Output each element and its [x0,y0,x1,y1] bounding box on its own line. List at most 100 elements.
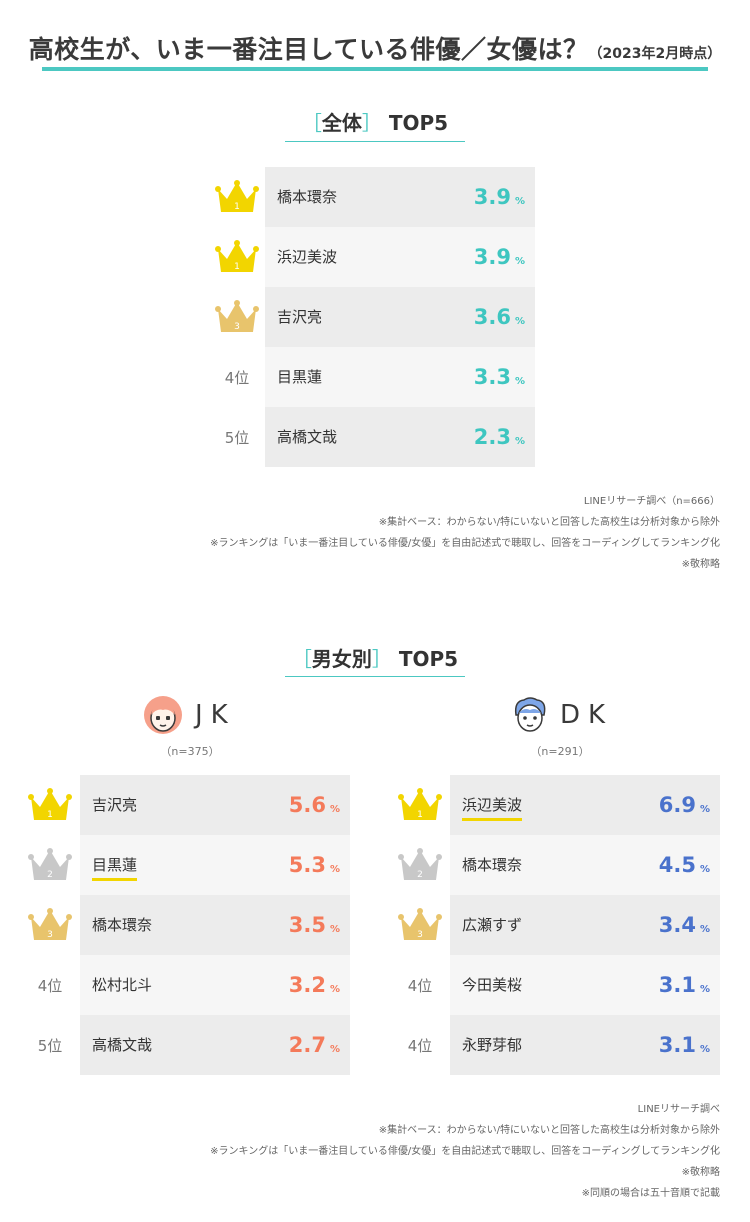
percent-unit: % [514,376,525,387]
heading-word: 男女別 [311,647,372,671]
page-title: 高校生が、いま一番注目している俳優／女優は？（2023年2月時点） [0,30,750,66]
value-number: 2.3 [473,425,511,449]
percent-unit: % [699,804,710,815]
jk-sample-size: （n=375） [160,745,220,758]
person-name: 橋本環奈 [277,188,338,206]
rank-label: 5位 [37,1037,63,1055]
girl-face-icon [144,696,182,734]
percent-unit: % [699,924,710,935]
percent-unit: % [329,864,340,875]
percent-unit: % [514,196,525,207]
value-label: 6.9% [659,775,710,835]
value-number: 3.6 [473,305,511,329]
ranking-row: 浜辺美波 3.9% [265,227,535,287]
person-name: 橋本環奈 [92,916,153,934]
person-name: 松村北斗 [92,976,153,994]
percent-unit: % [329,804,340,815]
heading-bracket-close: ］ [371,647,392,671]
value-label: 3.1% [659,955,710,1015]
ranking-row: 目黒蓮 3.3% [265,347,535,407]
percent-unit: % [329,924,340,935]
heading-word: 全体 [321,111,362,135]
person-name: 浜辺美波 [462,775,523,835]
percent-unit: % [329,984,340,995]
value-label: 3.6% [474,287,525,347]
footnote-line: ※集計ベース：わからない/特にいないと回答した高校生は分析対象から除外 [378,517,720,528]
dk-label: DK [560,700,614,730]
gold-crown-icon: 1 [398,788,442,820]
value-number: 3.9 [473,185,511,209]
bronze-crown-icon: 3 [215,300,259,332]
heading-suffix: TOP5 [388,111,449,135]
value-number: 5.3 [288,853,326,877]
crown-rank-number: 1 [417,810,423,820]
rank-label: 4位 [407,1037,433,1055]
dk-sample-size: （n=291） [530,745,590,758]
ranking-row: 広瀬すず 3.4% [450,895,720,955]
ranking-row: 今田美桜 3.1% [450,955,720,1015]
gold-crown-icon: 1 [215,180,259,212]
percent-unit: % [699,1044,710,1055]
ranking-row: 目黒蓮 5.3% [80,835,350,895]
value-label: 3.9% [474,167,525,227]
crown-rank-number: 1 [234,262,240,272]
value-label: 3.5% [289,895,340,955]
gender-heading: ［男女別］ TOP5 [0,643,750,672]
ranking-row: 浜辺美波 6.9% [450,775,720,835]
overall-heading-underline [285,141,465,142]
gold-crown-icon: 1 [215,240,259,272]
ranking-row: 高橋文哉 2.3% [265,407,535,467]
jk-label: JK [195,700,236,730]
percent-unit: % [514,436,525,447]
person-name: 永野芽郁 [462,1036,523,1054]
heading-bracket-open: ［ [301,111,322,135]
footnote-line: ※同順の場合は五十音順で記載 [581,1188,720,1199]
overall-heading: ［全体］ TOP5 [0,107,750,136]
value-label: 3.2% [289,955,340,1015]
value-label: 3.1% [659,1015,710,1075]
value-number: 6.9 [658,793,696,817]
value-number: 3.1 [658,1033,696,1057]
silver-crown-icon: 2 [398,848,442,880]
heading-suffix: TOP5 [398,647,459,671]
rank-label: 4位 [37,977,63,995]
crown-rank-number: 3 [417,930,423,940]
person-name: 吉沢亮 [92,796,138,814]
gold-crown-icon: 1 [28,788,72,820]
person-name: 目黒蓮 [92,835,138,895]
person-name: 目黒蓮 [277,368,323,386]
person-name: 今田美桜 [462,976,523,994]
footnote-line: ※集計ベース：わからない/特にいないと回答した高校生は分析対象から除外 [378,1125,720,1136]
footnote-line: LINEリサーチ調べ（n=666） [583,496,720,507]
value-number: 4.5 [658,853,696,877]
footnote-line: ※ランキングは「いま一番注目している俳優/女優」を自由記述式で聴取し、回答をコー… [210,1146,720,1157]
ranking-row: 松村北斗 3.2% [80,955,350,1015]
overall-footnotes: LINEリサーチ調べ（n=666） ※集計ベース：わからない/特にいないと回答した… [210,491,720,575]
person-name: 浜辺美波 [277,248,338,266]
silver-crown-icon: 2 [28,848,72,880]
value-number: 3.3 [473,365,511,389]
ranking-row: 吉沢亮 5.6% [80,775,350,835]
crown-rank-number: 2 [417,870,423,880]
person-name: 吉沢亮 [277,308,323,326]
person-name: 高橋文哉 [92,1036,153,1054]
ranking-row: 高橋文哉 2.7% [80,1015,350,1075]
percent-unit: % [514,256,525,267]
boy-face-icon [514,697,546,732]
value-label: 3.4% [659,895,710,955]
bronze-crown-icon: 3 [28,908,72,940]
footnote-line: ※ランキングは「いま一番注目している俳優/女優」を自由記述式で聴取し、回答をコー… [210,538,720,549]
percent-unit: % [699,864,710,875]
heading-bracket-close: ］ [361,111,382,135]
crown-rank-number: 1 [234,202,240,212]
value-label: 5.3% [289,835,340,895]
title-date-note: （2023年2月時点） [588,46,722,62]
crown-rank-number: 3 [234,322,240,332]
person-name: 橋本環奈 [462,856,523,874]
value-label: 3.9% [474,227,525,287]
percent-unit: % [514,316,525,327]
person-name: 広瀬すず [462,916,523,934]
value-number: 3.1 [658,973,696,997]
ranking-row: 吉沢亮 3.6% [265,287,535,347]
heading-bracket-open: ［ [291,647,312,671]
